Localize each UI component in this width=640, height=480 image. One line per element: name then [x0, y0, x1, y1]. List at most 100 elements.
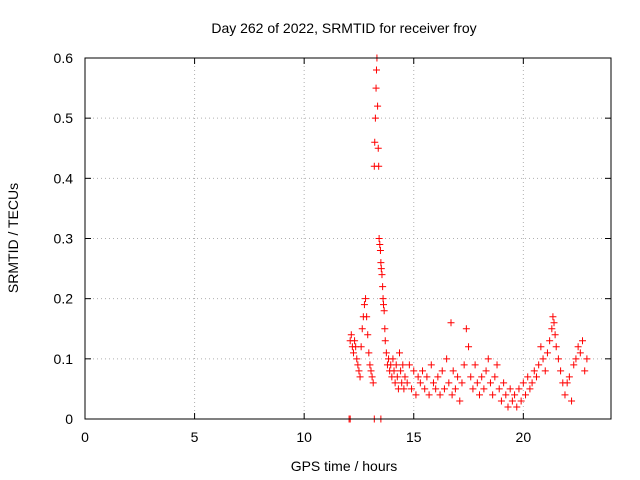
data-point — [423, 373, 431, 381]
data-point — [360, 301, 368, 309]
data-point — [504, 403, 512, 411]
data-point — [443, 355, 451, 363]
data-point — [467, 373, 475, 381]
data-point — [382, 349, 390, 357]
data-point — [380, 307, 388, 315]
data-point — [358, 325, 366, 333]
data-point — [368, 373, 376, 381]
data-point — [376, 241, 384, 249]
data-point — [375, 235, 383, 242]
data-point — [482, 367, 490, 375]
data-point — [552, 343, 560, 351]
data-point — [528, 379, 536, 387]
data-point — [551, 331, 559, 339]
data-point — [539, 355, 547, 363]
data-point — [530, 367, 538, 375]
data-point — [357, 343, 365, 351]
y-tick-label: 0.6 — [54, 50, 74, 66]
data-point — [537, 343, 545, 351]
data-point — [574, 343, 582, 351]
data-point — [375, 162, 383, 170]
y-tick-label: 0.4 — [54, 170, 74, 186]
x-axis-label: GPS time / hours — [291, 458, 398, 474]
y-tick-label: 0.5 — [54, 110, 74, 126]
data-point — [548, 325, 556, 333]
data-point — [371, 114, 379, 122]
data-point — [543, 349, 551, 357]
data-point — [554, 355, 562, 363]
x-tick-label: 10 — [296, 429, 312, 445]
data-point — [379, 283, 387, 291]
data-point — [550, 319, 558, 327]
data-point — [349, 349, 357, 357]
data-point — [438, 367, 446, 375]
data-point — [377, 259, 385, 267]
data-point — [526, 385, 534, 393]
data-point — [500, 379, 508, 387]
data-point — [513, 403, 521, 411]
data-point — [421, 385, 429, 393]
data-point — [565, 373, 573, 381]
x-tick-label: 20 — [516, 429, 532, 445]
data-point — [508, 397, 516, 405]
data-point — [465, 343, 473, 351]
chart-title: Day 262 of 2022, SRMTID for receiver fro… — [211, 20, 476, 36]
data-point — [541, 367, 549, 375]
data-point — [408, 385, 416, 393]
data-point — [447, 319, 455, 327]
data-point — [356, 373, 364, 381]
data-point — [366, 361, 374, 369]
tick-labels: 0 5 10 15 20 0 0.1 0.2 0.3 0.4 0.5 0.6 — [54, 50, 532, 445]
data-point — [524, 373, 532, 381]
data-point — [493, 361, 501, 369]
data-point — [570, 361, 578, 369]
data-point — [362, 295, 370, 303]
data-point — [576, 349, 584, 357]
data-point — [374, 102, 382, 110]
data-point — [568, 397, 576, 405]
data-point — [489, 391, 497, 399]
data-point — [432, 385, 440, 393]
data-point — [425, 391, 433, 399]
data-point — [400, 385, 408, 393]
data-point — [347, 331, 355, 339]
data-point — [391, 379, 399, 387]
data-point — [369, 379, 377, 387]
data-point — [378, 271, 386, 279]
data-point — [405, 361, 413, 369]
data-point — [445, 379, 453, 387]
data-point — [392, 361, 400, 369]
data-point — [355, 367, 363, 375]
data-point — [549, 313, 557, 321]
data-point — [353, 355, 361, 363]
data-point — [429, 379, 437, 387]
data-point — [363, 313, 371, 321]
data-point — [491, 373, 499, 381]
data-point — [399, 361, 407, 369]
data-point — [480, 385, 488, 393]
data-point — [364, 331, 372, 339]
gridlines — [85, 58, 611, 419]
data-point — [478, 373, 486, 381]
data-point — [532, 373, 540, 381]
data-point — [379, 295, 387, 303]
y-axis-label: SRMTID / TECUs — [5, 183, 21, 293]
y-tick-label: 0 — [65, 411, 73, 427]
data-point — [419, 367, 427, 375]
data-point — [561, 391, 569, 399]
data-point — [456, 397, 464, 405]
data-point — [563, 379, 571, 387]
data-point — [519, 379, 527, 387]
data-point — [579, 337, 587, 345]
data-point — [473, 379, 481, 387]
data-point — [497, 397, 505, 405]
data-point — [572, 355, 580, 363]
data-point — [458, 379, 466, 387]
data-point — [414, 373, 422, 381]
data-point — [427, 361, 435, 369]
data-point — [397, 367, 405, 375]
data-point — [486, 379, 494, 387]
data-point — [484, 355, 492, 363]
data-point — [515, 385, 523, 393]
data-point — [381, 325, 389, 333]
